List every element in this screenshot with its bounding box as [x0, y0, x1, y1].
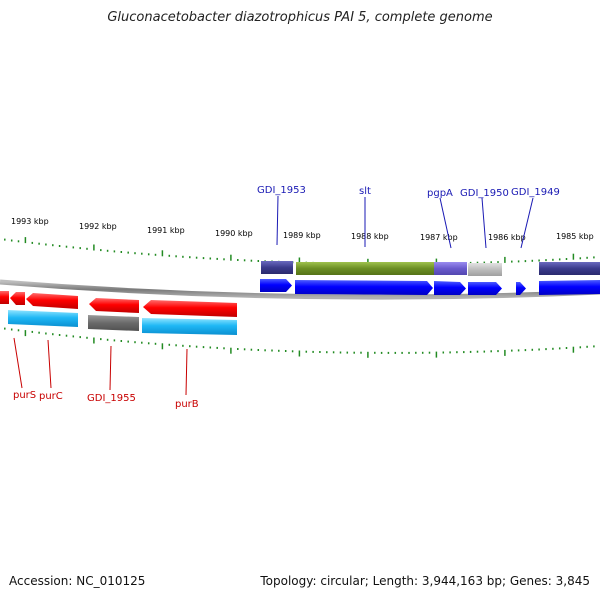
label-leader-line [185, 348, 188, 396]
cds-arrow-forward[interactable] [260, 279, 292, 292]
kbp-label: 1988 kbp [351, 232, 389, 241]
gene-label-bottom[interactable]: purS [13, 390, 36, 401]
gene-track-bottom [8, 310, 237, 335]
cds-arrow-reverse[interactable] [0, 291, 9, 304]
kbp-label: 1989 kbp [283, 231, 321, 240]
kbp-label: 1991 kbp [147, 226, 185, 235]
kbp-label: 1990 kbp [215, 229, 253, 238]
topology-text: Topology: circular; Length: 3,944,163 bp… [260, 574, 590, 588]
gene-feature-silver[interactable] [468, 263, 502, 276]
gene-feature-indigo[interactable] [539, 262, 600, 275]
label-leader-line [481, 197, 487, 249]
label-leader-line [276, 195, 279, 246]
label-leader-line [47, 339, 52, 389]
tick-marks-bottom [4, 327, 595, 358]
gene-feature-olive[interactable] [296, 262, 434, 275]
gene-label-bottom[interactable]: GDI_1955 [87, 393, 136, 404]
map-title: Gluconacetobacter diazotrophicus PAI 5, … [107, 10, 493, 25]
cds-arrow-reverse[interactable] [89, 298, 139, 313]
accession-text: Accession: NC_010125 [9, 574, 146, 588]
kbp-label: 1985 kbp [556, 232, 594, 241]
cds-arrow-reverse[interactable] [26, 293, 78, 309]
cds-track-top [260, 279, 600, 295]
gene-label-top[interactable]: GDI_1949 [511, 187, 560, 198]
gene-label-bottom[interactable]: purC [39, 391, 63, 402]
cds-arrow-forward[interactable] [516, 282, 526, 295]
cds-arrow-forward[interactable] [468, 282, 502, 295]
label-leader-line [13, 337, 23, 389]
cds-arrow-forward[interactable] [295, 280, 433, 295]
kbp-label: 1992 kbp [79, 222, 117, 231]
cds-arrow-reverse[interactable] [10, 292, 25, 305]
gene-feature-indigo[interactable] [261, 261, 293, 274]
label-leader-line [109, 345, 112, 391]
gene-label-top[interactable]: pgpA [427, 188, 453, 199]
cds-track-bottom [0, 291, 237, 317]
kbp-scale-labels: 1993 kbp 1992 kbp 1991 kbp 1990 kbp 1989… [11, 217, 594, 242]
gene-labels-bottom: purS purC GDI_1955 purB [13, 337, 199, 410]
kbp-label: 1986 kbp [488, 233, 526, 242]
gene-feature-gray[interactable] [88, 315, 139, 331]
gene-feature-slate-blue[interactable] [434, 262, 467, 275]
gene-label-top[interactable]: slt [359, 186, 371, 197]
cds-arrow-forward[interactable] [434, 281, 466, 295]
gene-track-top [261, 261, 600, 276]
label-leader-line [520, 197, 534, 249]
gene-labels-top: GDI_1953 slt pgpA GDI_1950 GDI_1949 [257, 185, 560, 249]
gene-feature-cyan[interactable] [8, 310, 78, 327]
cds-arrow-forward[interactable] [539, 280, 600, 295]
kbp-label: 1987 kbp [420, 233, 458, 242]
gene-label-top[interactable]: GDI_1950 [460, 188, 509, 199]
kbp-label: 1993 kbp [11, 217, 49, 226]
gene-feature-cyan[interactable] [142, 318, 237, 335]
genome-backbone [0, 279, 600, 300]
gene-label-bottom[interactable]: purB [175, 399, 199, 410]
label-leader-line [439, 197, 452, 249]
cds-arrow-reverse[interactable] [143, 300, 237, 317]
gene-label-top[interactable]: GDI_1953 [257, 185, 306, 196]
